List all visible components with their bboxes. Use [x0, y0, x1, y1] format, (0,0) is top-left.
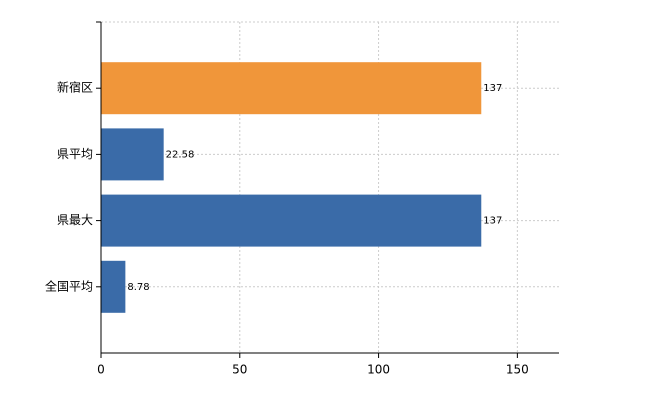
bar: [101, 194, 482, 247]
x-tick-label: 0: [97, 363, 105, 377]
x-tick-label: 100: [367, 363, 390, 377]
value-label: 137: [483, 216, 502, 227]
y-tick-label: 県最大: [57, 213, 93, 227]
bar: [101, 260, 126, 313]
value-label: 8.78: [127, 282, 149, 293]
bar: [101, 62, 482, 115]
y-tick-label: 県平均: [57, 147, 93, 161]
bar: [101, 128, 164, 181]
y-tick-label: 新宿区: [57, 80, 93, 95]
value-label: 22.58: [166, 149, 195, 160]
value-label: 137: [483, 83, 502, 94]
x-tick-label: 50: [232, 363, 247, 377]
y-tick-label: 全国平均: [45, 278, 93, 293]
x-tick-label: 150: [506, 363, 529, 377]
